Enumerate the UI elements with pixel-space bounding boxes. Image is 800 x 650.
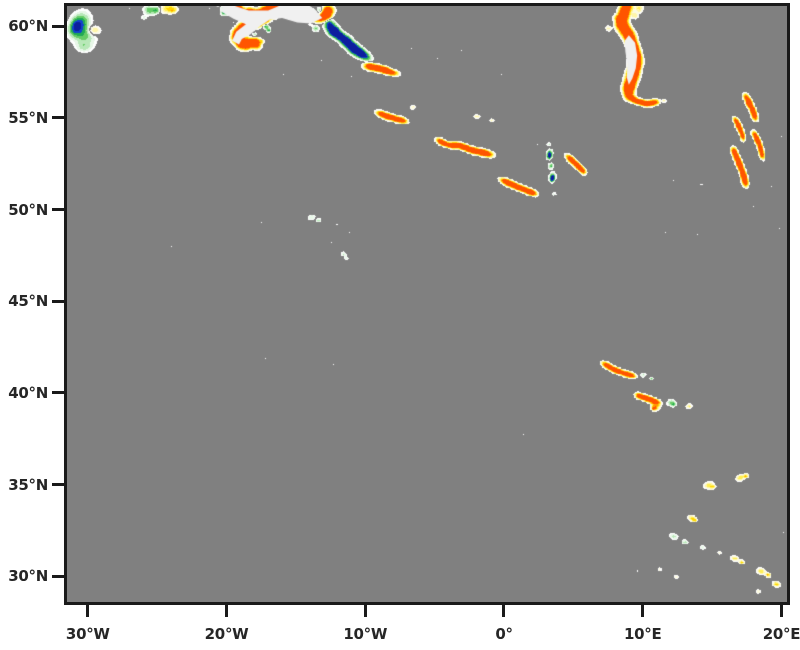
x-axis-tick: [641, 605, 645, 617]
y-axis-tick: [52, 574, 64, 578]
x-axis-label: 0°: [495, 625, 513, 643]
y-axis-label: 45°N: [8, 292, 48, 311]
x-axis-tick: [779, 605, 783, 617]
y-axis-label: 55°N: [8, 108, 48, 127]
map-plot-area[interactable]: [64, 3, 790, 605]
y-axis-label: 60°N: [8, 17, 48, 36]
y-axis-tick: [52, 391, 64, 395]
map-field-canvas: [67, 6, 787, 602]
y-axis-tick: [52, 483, 64, 487]
x-axis-tick: [502, 605, 506, 617]
y-axis-label: 35°N: [8, 475, 48, 494]
x-axis-label: 20°W: [204, 625, 249, 643]
y-axis-label: 50°N: [8, 200, 48, 219]
y-axis-tick: [52, 299, 64, 303]
y-axis-tick: [52, 208, 64, 212]
x-axis-label: 30°W: [65, 625, 110, 643]
y-axis-label: 30°N: [8, 567, 48, 586]
y-axis-tick: [52, 116, 64, 120]
y-axis-label: 40°N: [8, 383, 48, 402]
x-axis-tick: [225, 605, 229, 617]
x-axis-tick: [86, 605, 90, 617]
x-axis-label: 20°E: [762, 625, 800, 643]
x-axis-tick: [363, 605, 367, 617]
x-axis-label: 10°E: [624, 625, 662, 643]
x-axis-label: 10°W: [343, 625, 388, 643]
y-axis-tick: [52, 24, 64, 28]
